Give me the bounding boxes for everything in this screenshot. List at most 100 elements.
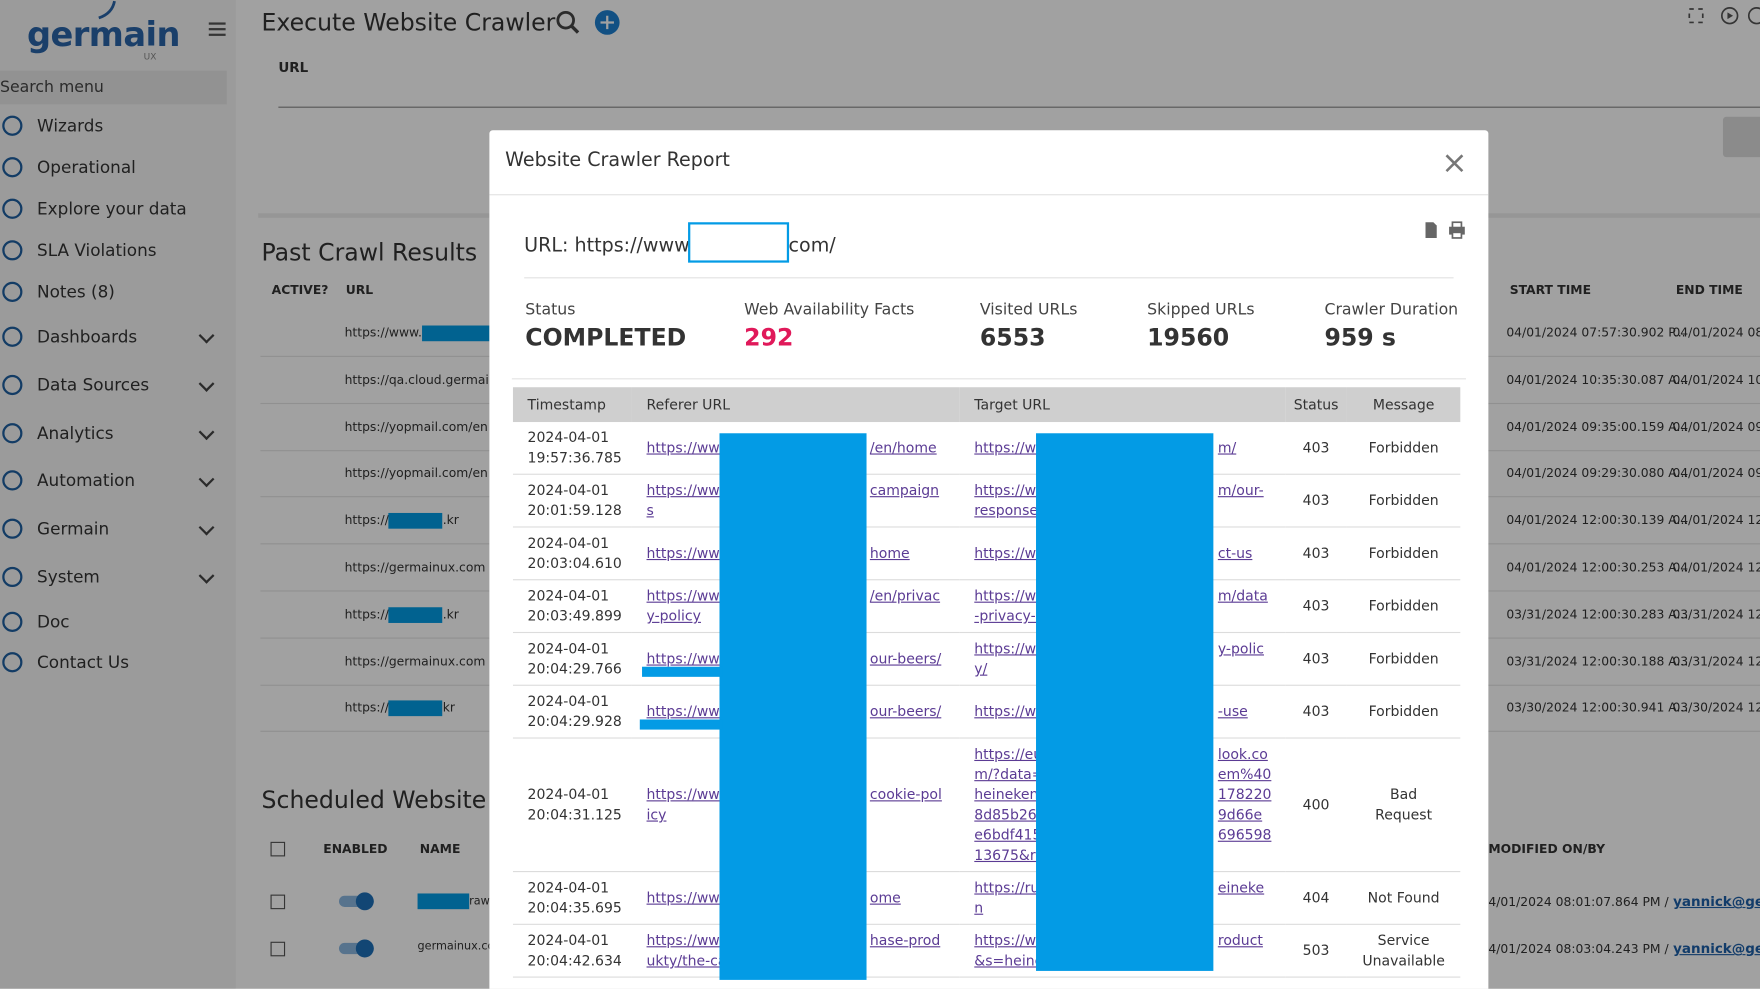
column-header: Target URL <box>959 387 1286 423</box>
url-fragments: https://ww -use <box>974 702 1285 722</box>
url-end[interactable]: hase-prod <box>869 931 941 949</box>
redaction <box>417 893 470 910</box>
url-end[interactable]: /en/home <box>869 438 937 456</box>
url-start[interactable]: https://www <box>646 702 732 720</box>
url-end[interactable]: y-polic <box>1217 639 1264 657</box>
menu-item[interactable]: Operational <box>0 150 224 184</box>
menu-item[interactable]: System <box>0 560 224 594</box>
start-time: 04/01/2024 07:57:30.902 P... <box>1506 325 1686 341</box>
search-menu[interactable]: Search menu <box>0 70 227 105</box>
url-start[interactable]: https://ru n <box>974 878 1040 916</box>
menu-toggle[interactable] <box>208 22 226 25</box>
url-start[interactable]: https://ww <box>974 544 1048 562</box>
url-end[interactable]: ome <box>869 888 901 906</box>
url-fragments: https://www y-policy/en/privac <box>647 586 960 626</box>
url-start[interactable]: https://www <box>646 438 732 456</box>
menu-item[interactable]: Dashboards <box>0 320 224 354</box>
column-header: Message <box>1346 387 1461 423</box>
url-part: https://germainux.com <box>344 560 486 575</box>
url-end[interactable]: home <box>869 544 910 562</box>
url-start[interactable]: https://ww <box>974 702 1048 720</box>
result-row: 2024-04-01 20:04:42.634 https://www ukty/… <box>512 924 1461 978</box>
user-link[interactable]: yannick@germai <box>1673 893 1760 910</box>
url-end[interactable]: eineke <box>1217 878 1265 896</box>
url-end[interactable]: look.co em%40 178220 9d66e 696598 <box>1217 745 1272 843</box>
url-end[interactable]: cookie-pol <box>869 785 942 803</box>
menu-item[interactable]: Automation <box>0 464 224 498</box>
redaction <box>388 607 443 623</box>
url-start[interactable]: https://ww y/ <box>974 639 1048 677</box>
url-end[interactable]: our-beers/ <box>869 702 942 720</box>
url-start[interactable]: https://ww response- <box>974 481 1048 519</box>
url-input[interactable] <box>278 106 1760 108</box>
menu-item[interactable]: Germain <box>0 512 224 546</box>
url-end[interactable]: m/ <box>1217 438 1237 456</box>
menu-item[interactable]: Wizards <box>0 109 224 143</box>
url-part: https:// <box>344 607 389 622</box>
url-cell: https://www. <box>345 325 490 342</box>
row-checkbox[interactable] <box>270 941 286 957</box>
url-end[interactable]: /en/privac <box>869 587 941 604</box>
select-all[interactable] <box>270 841 286 857</box>
menu-label: SLA Violations <box>37 240 157 261</box>
url-start[interactable]: https://www ukty/the-ca <box>646 931 732 969</box>
url-end[interactable]: -use <box>1217 702 1248 720</box>
start-time: 04/01/2024 09:35:00.159 A... <box>1506 419 1689 434</box>
url-fragments: https://ru n eineke <box>974 878 1285 918</box>
url-start[interactable]: https://ww -privacy-re <box>974 587 1050 625</box>
url-cell: https:// .kr <box>345 607 459 623</box>
url-start[interactable]: https://www <box>646 544 732 562</box>
close-button[interactable]: × <box>1441 143 1468 181</box>
crawl-button[interactable] <box>1722 116 1760 158</box>
menu-icon <box>2 281 23 302</box>
message: Service Unavailable <box>1346 924 1461 978</box>
window-icons <box>1688 7 1760 25</box>
column-header[interactable]: MODIFIED ON/BY <box>1488 841 1606 857</box>
column-header[interactable]: END TIME <box>1675 282 1743 298</box>
url-start[interactable]: https://www <box>646 649 732 667</box>
url-end[interactable]: campaign <box>869 481 940 499</box>
row-checkbox[interactable] <box>270 894 286 910</box>
url-end[interactable]: m/data <box>1217 587 1268 604</box>
url-start[interactable]: https://www s <box>646 481 732 519</box>
column-header[interactable]: NAME <box>419 841 461 857</box>
menu-item[interactable]: Notes (8) <box>0 275 224 309</box>
menu-item[interactable]: Analytics <box>0 416 224 450</box>
message: Forbidden <box>1346 526 1461 581</box>
url-start[interactable]: https://www y-policy <box>646 587 732 625</box>
menu-icon <box>2 240 23 261</box>
url-end[interactable]: m/our- <box>1217 481 1264 499</box>
column-header[interactable]: START TIME <box>1509 282 1592 298</box>
column-header[interactable]: URL <box>345 282 374 298</box>
url-start[interactable]: https://eu m/?data=0 heineken. 8d85b268 … <box>974 745 1053 864</box>
url-fragments: https://www s campaign <box>647 480 960 520</box>
stat-label: Visited URLs <box>979 300 1078 319</box>
url-start[interactable]: https://www icy <box>646 785 732 823</box>
url-fragments: https://ww ct-us <box>974 543 1285 563</box>
url-end[interactable]: ct-us <box>1217 544 1253 562</box>
menu-item[interactable]: Data Sources <box>0 368 224 402</box>
redaction-mark <box>642 666 723 677</box>
column-header[interactable]: ENABLED <box>323 841 388 857</box>
menu-label: Wizards <box>37 115 104 136</box>
title-icons <box>556 10 620 35</box>
menu-item[interactable]: Explore your data <box>0 192 224 226</box>
url-end[interactable]: our-beers/ <box>869 649 942 667</box>
menu-item[interactable]: Doc <box>0 605 224 639</box>
enabled-toggle[interactable] <box>338 892 374 911</box>
column-header[interactable]: ACTIVE? <box>271 282 329 298</box>
enabled-toggle[interactable] <box>338 939 374 958</box>
menu-item[interactable]: Contact Us <box>0 645 224 679</box>
url-start[interactable]: https://www <box>646 888 732 906</box>
url-end[interactable]: roduct <box>1217 931 1263 949</box>
menu-item[interactable]: SLA Violations <box>0 233 224 267</box>
timestamp: 2024-04-01 20:03:04.610 <box>512 526 632 581</box>
url-fragments: https://www ukty/the-ca hase-prod <box>647 931 960 971</box>
referer-redaction <box>719 433 867 980</box>
stat-value: COMPLETED <box>525 324 687 352</box>
user-link[interactable]: yannick@germai <box>1673 940 1760 957</box>
url-start[interactable]: https://ww &s=heinek <box>974 931 1052 969</box>
url-start[interactable]: https://ww <box>974 438 1048 456</box>
